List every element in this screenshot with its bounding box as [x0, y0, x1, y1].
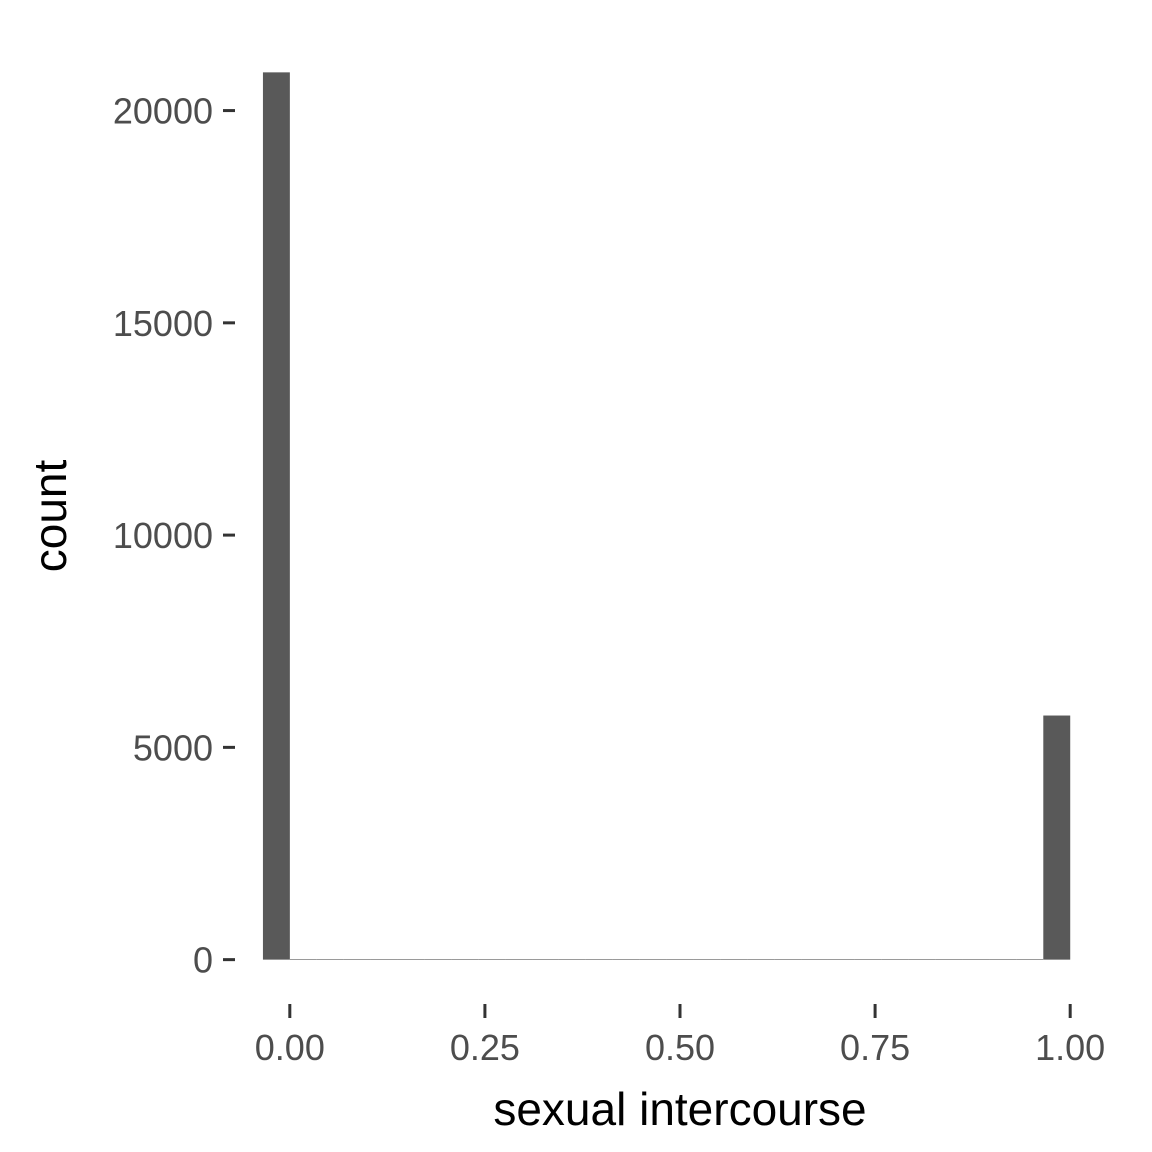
histogram-bar [262, 72, 290, 960]
histogram-bar [612, 959, 640, 960]
histogram-bar [343, 959, 371, 960]
bars-layer [262, 72, 1071, 960]
histogram-bar [989, 959, 1017, 960]
y-tick-label: 0 [193, 940, 213, 981]
histogram-bar [370, 959, 398, 960]
histogram-bar [558, 959, 586, 960]
x-tick-label: 1.00 [1035, 1027, 1105, 1068]
histogram-bar [424, 959, 452, 960]
histogram-bar [774, 959, 802, 960]
histogram-bar [1016, 959, 1044, 960]
x-tick-label: 0.00 [255, 1027, 325, 1068]
histogram-bar [316, 959, 344, 960]
histogram-bar [478, 959, 506, 960]
x-axis: 0.00 0.25 0.50 0.75 1.00 [255, 1004, 1105, 1068]
histogram-bar [881, 959, 909, 960]
x-tick-label: 0.50 [645, 1027, 715, 1068]
histogram-bar [720, 959, 748, 960]
histogram-bar [585, 959, 613, 960]
x-axis-title: sexual intercourse [493, 1083, 866, 1135]
y-tick-label: 10000 [113, 515, 213, 556]
histogram-bar [532, 959, 559, 960]
x-tick-label: 0.25 [450, 1027, 520, 1068]
y-tick-label: 15000 [113, 303, 213, 344]
y-tick-label: 5000 [133, 727, 213, 768]
y-axis-title: count [24, 460, 76, 573]
x-tick-label: 0.75 [840, 1027, 910, 1068]
histogram-bar [854, 959, 882, 960]
histogram-bar [505, 959, 532, 960]
histogram-bar [693, 959, 721, 960]
histogram-bar [935, 959, 963, 960]
histogram-bar [801, 959, 828, 960]
histogram-bar [451, 959, 479, 960]
histogram-bar [1043, 715, 1071, 960]
histogram-bar [397, 959, 425, 960]
histogram-bar [908, 959, 936, 960]
histogram-bar [962, 959, 990, 960]
histogram-bar [639, 959, 667, 960]
histogram-bar [666, 959, 694, 960]
y-tick-label: 20000 [113, 91, 213, 132]
histogram-bar [827, 959, 855, 960]
histogram-bar [289, 959, 317, 960]
histogram-bar [747, 959, 775, 960]
y-axis: 0 5000 10000 15000 20000 [113, 91, 235, 981]
